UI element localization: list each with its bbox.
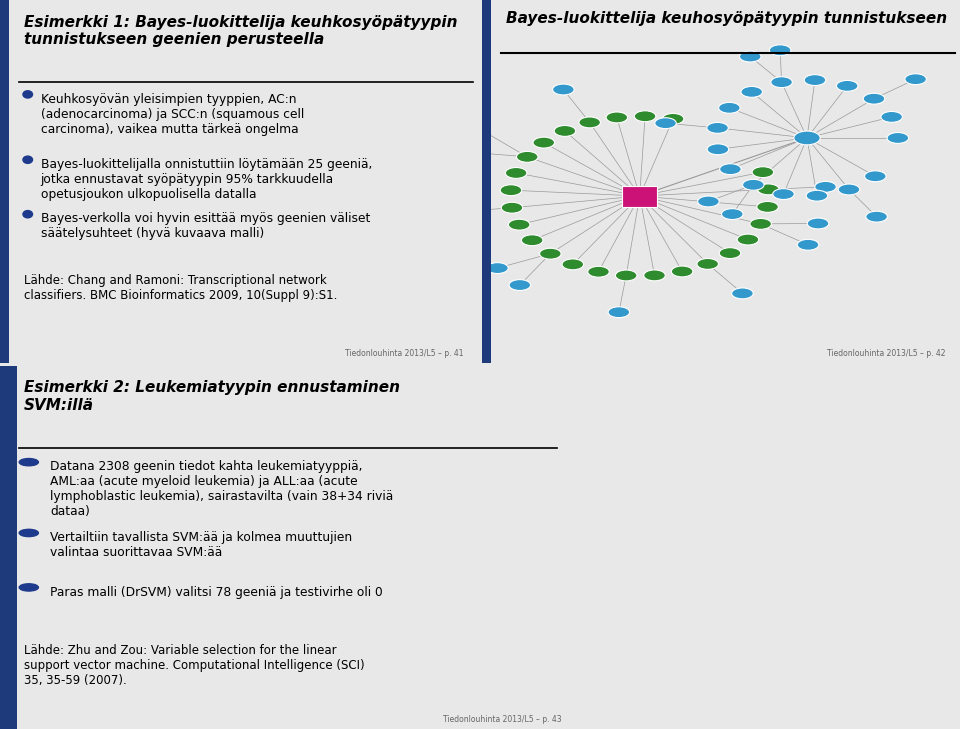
Circle shape: [19, 584, 38, 591]
Ellipse shape: [720, 164, 741, 175]
FancyBboxPatch shape: [622, 185, 658, 206]
Circle shape: [19, 529, 38, 537]
Ellipse shape: [521, 235, 543, 246]
Ellipse shape: [732, 288, 754, 299]
Ellipse shape: [769, 44, 791, 55]
Ellipse shape: [579, 117, 600, 128]
Ellipse shape: [752, 167, 774, 178]
Ellipse shape: [707, 122, 729, 133]
Ellipse shape: [606, 112, 628, 123]
Text: Lähde: Zhu and Zou: Variable selection for the linear
support vector machine. Co: Lähde: Zhu and Zou: Variable selection f…: [24, 644, 365, 687]
FancyBboxPatch shape: [482, 0, 491, 363]
FancyBboxPatch shape: [0, 0, 9, 363]
Ellipse shape: [838, 184, 860, 195]
Ellipse shape: [553, 84, 574, 95]
Ellipse shape: [698, 196, 719, 207]
Ellipse shape: [697, 259, 718, 270]
Ellipse shape: [719, 248, 741, 259]
Ellipse shape: [905, 74, 926, 85]
Text: Tiedonlouhinta 2013/L5 – p. 43: Tiedonlouhinta 2013/L5 – p. 43: [443, 714, 562, 724]
Text: Bayes-verkolla voi hyvin esittää myös geenien väliset
säätelysuhteet (hyvä kuvaa: Bayes-verkolla voi hyvin esittää myös ge…: [40, 212, 370, 241]
Text: Paras malli (DrSVM) valitsi 78 geeniä ja testivirhe oli 0: Paras malli (DrSVM) valitsi 78 geeniä ja…: [50, 585, 383, 599]
Ellipse shape: [501, 202, 523, 213]
Ellipse shape: [533, 137, 555, 148]
Ellipse shape: [708, 144, 729, 155]
Circle shape: [23, 211, 33, 218]
Ellipse shape: [737, 234, 758, 245]
Ellipse shape: [771, 77, 792, 87]
Ellipse shape: [655, 117, 676, 128]
Ellipse shape: [807, 218, 828, 229]
Ellipse shape: [615, 270, 636, 281]
Ellipse shape: [863, 93, 885, 104]
Ellipse shape: [741, 87, 762, 97]
Ellipse shape: [836, 80, 858, 91]
Ellipse shape: [806, 190, 828, 201]
Ellipse shape: [887, 133, 908, 144]
Circle shape: [23, 91, 33, 98]
Ellipse shape: [509, 280, 531, 290]
Ellipse shape: [719, 102, 740, 113]
Ellipse shape: [865, 171, 886, 182]
Ellipse shape: [662, 114, 684, 125]
Circle shape: [23, 156, 33, 163]
Ellipse shape: [739, 51, 761, 62]
Text: Esimerkki 1: Bayes-luokittelija keuhkosyöpätyypin
tunnistukseen geenien perustee: Esimerkki 1: Bayes-luokittelija keuhkosy…: [24, 15, 457, 47]
Ellipse shape: [635, 111, 656, 122]
Ellipse shape: [773, 189, 794, 200]
Ellipse shape: [671, 266, 693, 277]
Text: Lähde: Chang and Ramoni: Transcriptional network
classifiers. BMC Bioinformatics: Lähde: Chang and Ramoni: Transcriptional…: [24, 274, 337, 302]
Circle shape: [19, 459, 38, 466]
Ellipse shape: [644, 270, 665, 281]
Text: Esimerkki 2: Leukemiatyypin ennustaminen
SVM:illä: Esimerkki 2: Leukemiatyypin ennustaminen…: [24, 381, 400, 413]
Ellipse shape: [562, 259, 584, 270]
Text: Tiedonlouhinta 2013/L5 – p. 42: Tiedonlouhinta 2013/L5 – p. 42: [828, 348, 946, 358]
Ellipse shape: [540, 249, 561, 259]
Ellipse shape: [881, 112, 902, 122]
Text: Vertailtiin tavallista SVM:ää ja kolmea muuttujien
valintaa suorittavaa SVM:ää: Vertailtiin tavallista SVM:ää ja kolmea …: [50, 531, 352, 559]
Ellipse shape: [722, 208, 743, 219]
Ellipse shape: [608, 307, 630, 318]
Ellipse shape: [500, 184, 521, 195]
Ellipse shape: [516, 152, 538, 163]
Ellipse shape: [750, 219, 772, 230]
Ellipse shape: [756, 201, 779, 212]
Ellipse shape: [509, 219, 530, 230]
Text: Bayes-luokittelija keuhosyöpätyypin tunnistukseen: Bayes-luokittelija keuhosyöpätyypin tunn…: [506, 11, 947, 26]
Text: Datana 2308 geenin tiedot kahta leukemiatyyppiä,
AML:aa (acute myeloid leukemia): Datana 2308 geenin tiedot kahta leukemia…: [50, 460, 394, 518]
Ellipse shape: [505, 168, 527, 179]
Ellipse shape: [794, 131, 820, 145]
Text: Tiedonlouhinta 2013/L5 – p. 41: Tiedonlouhinta 2013/L5 – p. 41: [346, 348, 464, 358]
Ellipse shape: [757, 184, 780, 195]
Ellipse shape: [554, 125, 576, 136]
FancyBboxPatch shape: [0, 366, 17, 729]
Ellipse shape: [804, 74, 826, 85]
Text: Keuhkosyövän yleisimpien tyyppien, AC:n
(adenocarcinoma) ja SCC:n (squamous cell: Keuhkosyövän yleisimpien tyyppien, AC:n …: [40, 93, 304, 136]
Ellipse shape: [815, 182, 836, 192]
Text: Bayes-luokittelijalla onnistuttiin löytämään 25 geeniä,
jotka ennustavat syöpäty: Bayes-luokittelijalla onnistuttiin löytä…: [40, 158, 372, 201]
Ellipse shape: [487, 262, 508, 273]
Ellipse shape: [797, 239, 819, 250]
Ellipse shape: [742, 179, 764, 190]
Ellipse shape: [588, 266, 610, 277]
Ellipse shape: [866, 211, 887, 222]
